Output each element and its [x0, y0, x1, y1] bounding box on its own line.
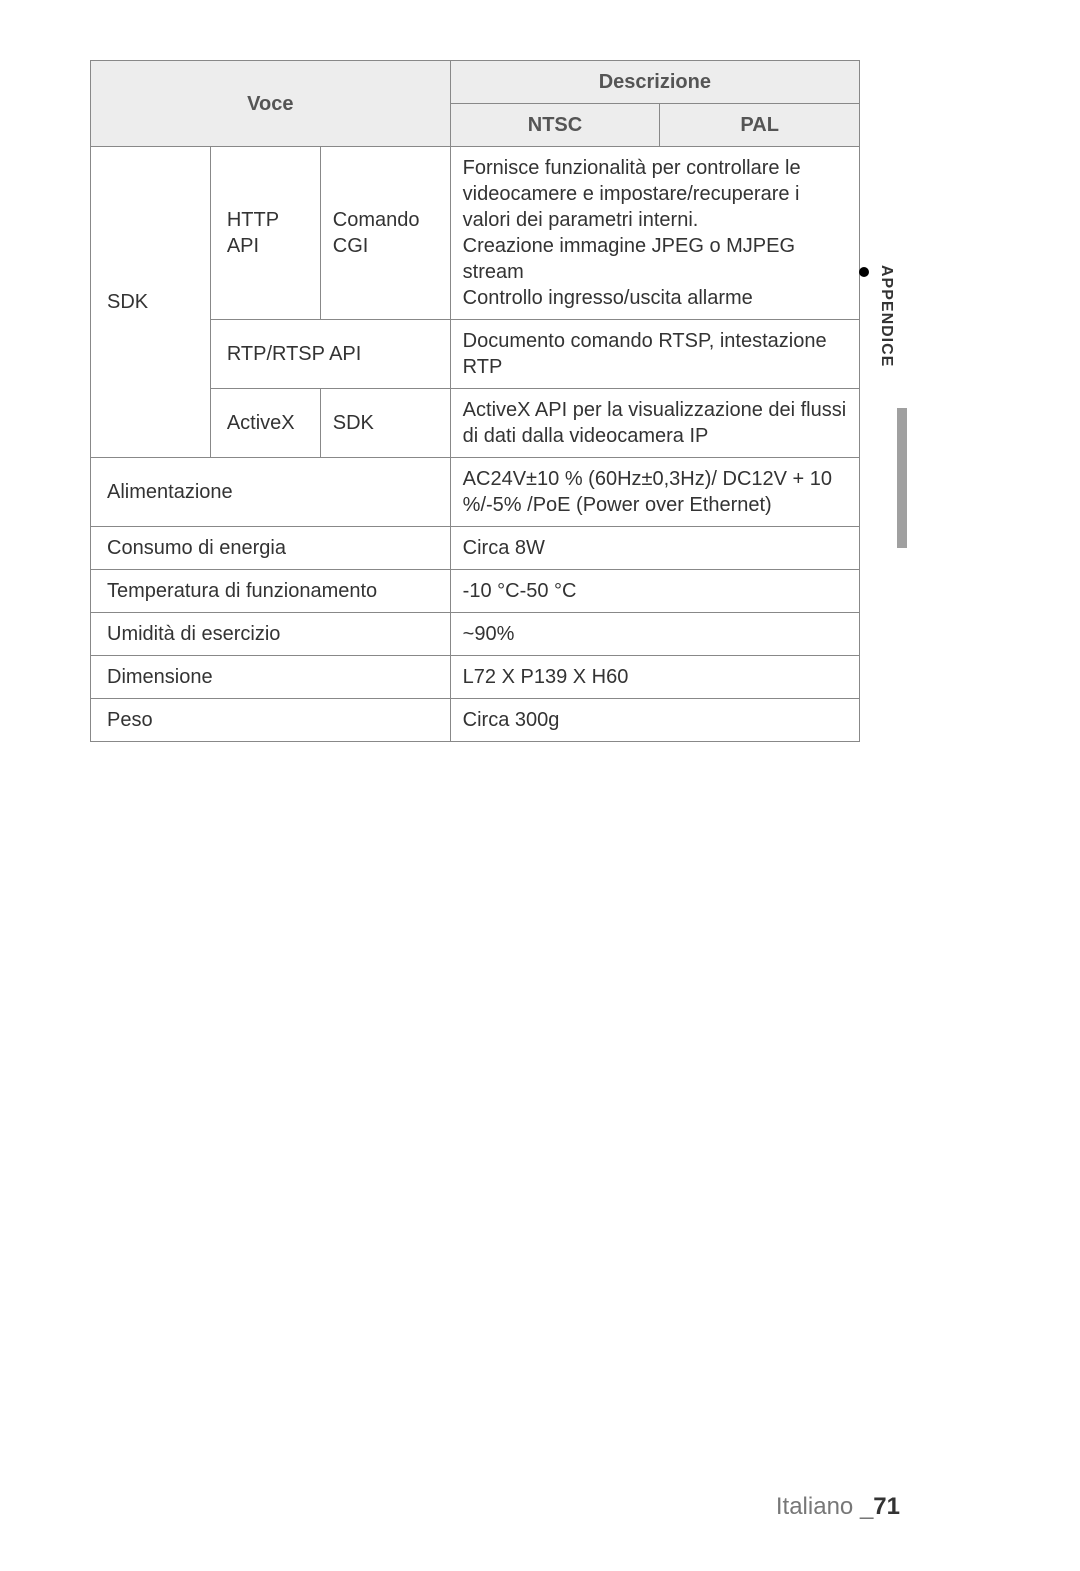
- footer-language: Italiano: [776, 1493, 860, 1520]
- cell-dimensione-value: L72 X P139 X H60: [450, 656, 859, 699]
- cell-consumo-value: Circa 8W: [450, 527, 859, 570]
- th-descrizione: Descrizione: [450, 61, 859, 104]
- cell-http-method: Comando CGI: [320, 147, 450, 320]
- th-ntsc: NTSC: [450, 104, 660, 147]
- cell-peso-label: Peso: [91, 699, 451, 742]
- cell-umidita-value: ~90%: [450, 613, 859, 656]
- cell-http-desc: Fornisce funzionalità per controllare le…: [450, 147, 859, 320]
- cell-alimentazione-label: Alimentazione: [91, 458, 451, 527]
- cell-http-api: HTTP API: [210, 147, 320, 320]
- sidebar-tab: APPENDICE: [859, 265, 895, 367]
- cell-dimensione-label: Dimensione: [91, 656, 451, 699]
- page: Voce Descrizione NTSC PAL SDK HTTP API C…: [0, 0, 1080, 1571]
- spec-table: Voce Descrizione NTSC PAL SDK HTTP API C…: [90, 60, 860, 742]
- bullet-icon: [859, 267, 869, 277]
- page-footer: Italiano _71: [776, 1493, 900, 1521]
- cell-activex-method: SDK: [320, 389, 450, 458]
- cell-sdk: SDK: [91, 147, 211, 458]
- cell-alimentazione-value: AC24V±10 % (60Hz±0,3Hz)/ DC12V + 10 %/-5…: [450, 458, 859, 527]
- thumb-index-bar: [897, 408, 907, 548]
- cell-temperatura-value: -10 °C-50 °C: [450, 570, 859, 613]
- cell-temperatura-label: Temperatura di funzionamento: [91, 570, 451, 613]
- cell-rtp-desc: Documento comando RTSP, intestazione RTP: [450, 320, 859, 389]
- cell-consumo-label: Consumo di energia: [91, 527, 451, 570]
- cell-peso-value: Circa 300g: [450, 699, 859, 742]
- th-voce: Voce: [91, 61, 451, 147]
- footer-separator: _: [860, 1493, 873, 1520]
- cell-rtp: RTP/RTSP API: [210, 320, 450, 389]
- footer-page-number: 71: [873, 1493, 900, 1520]
- cell-activex-desc: ActiveX API per la visualizzazione dei f…: [450, 389, 859, 458]
- cell-umidita-label: Umidità di esercizio: [91, 613, 451, 656]
- cell-activex: ActiveX: [210, 389, 320, 458]
- sidebar-label: APPENDICE: [877, 265, 895, 367]
- th-pal: PAL: [660, 104, 860, 147]
